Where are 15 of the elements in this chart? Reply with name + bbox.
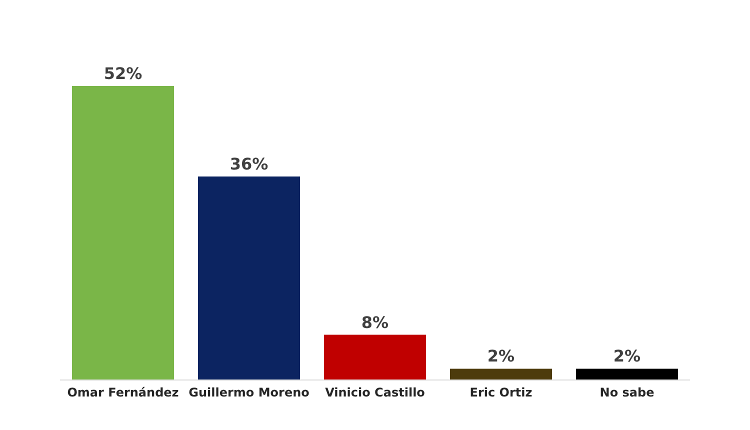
x-tick-label: Eric Ortiz: [470, 386, 532, 400]
bar: [576, 368, 678, 380]
data-label: 8%: [361, 312, 389, 332]
x-tick-label: Omar Fernández: [67, 386, 179, 400]
bar: [198, 176, 300, 380]
data-label: 2%: [487, 346, 515, 366]
x-tick-label: No sabe: [600, 386, 654, 400]
x-tick-label: Vinicio Castillo: [325, 386, 425, 400]
bar: [72, 86, 174, 380]
data-label: 2%: [613, 346, 641, 366]
data-label: 52%: [104, 64, 142, 83]
bar: [450, 368, 552, 380]
bar: [324, 334, 426, 380]
x-tick-label: Guillermo Moreno: [188, 386, 310, 400]
data-label: 36%: [230, 154, 268, 174]
